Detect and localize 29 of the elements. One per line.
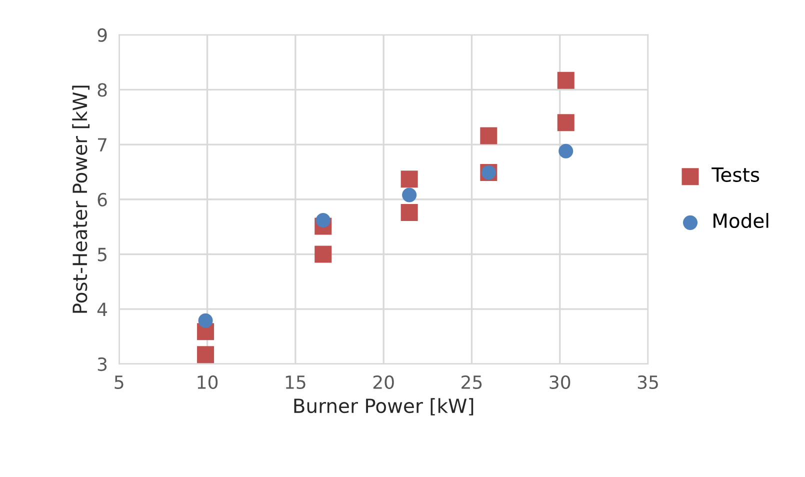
- y-tick-label: 9: [98, 28, 107, 42]
- y-tick-label: 7: [98, 138, 106, 152]
- y-tick-label: 5: [98, 248, 106, 262]
- y-tick-label: 6: [98, 192, 107, 206]
- point: [197, 346, 214, 364]
- y-tick-label: 3: [98, 357, 107, 372]
- x-tick-label: 20: [373, 375, 394, 390]
- point: [400, 204, 418, 222]
- x-tick-label: 30: [550, 375, 570, 390]
- legend-label: Model: [714, 212, 768, 228]
- y-tick-label: 8: [98, 83, 107, 97]
- point: [314, 246, 332, 263]
- point: [557, 114, 574, 132]
- y-axis-title: Post-Heater Power [kW]: [72, 86, 90, 313]
- x-tick-label: 35: [638, 375, 658, 390]
- x-tick-label: 10: [198, 375, 218, 390]
- point: [480, 127, 498, 144]
- point: [402, 188, 417, 202]
- point: [558, 144, 574, 158]
- point: [316, 212, 330, 228]
- point: [557, 72, 574, 89]
- legend-label: Tests: [712, 168, 760, 182]
- x-tick-label: 15: [286, 376, 306, 390]
- x-axis-title: Burner Power [kW]: [294, 398, 474, 416]
- point: [400, 170, 418, 188]
- y-tick-label: 4: [97, 302, 108, 316]
- point: [198, 313, 213, 328]
- x-tick-label: 5: [114, 376, 124, 390]
- x-tick-label: 25: [462, 375, 482, 390]
